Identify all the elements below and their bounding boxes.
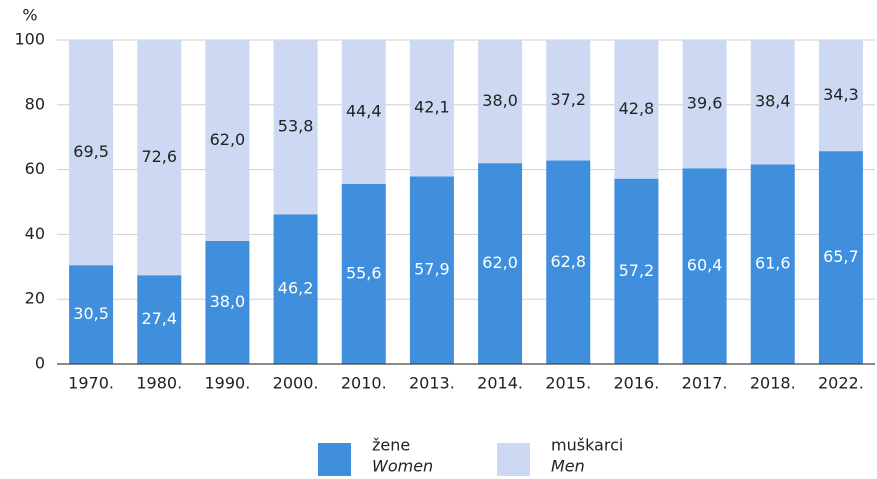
value-label: 65,7 (823, 247, 859, 266)
bar-segment (273, 40, 318, 215)
bar-segment (818, 151, 863, 364)
bar-segment (546, 40, 591, 161)
bar-segment (137, 275, 182, 364)
bar-segment (409, 40, 454, 177)
legend-sublabel: Men (551, 457, 585, 476)
bar-segment (69, 265, 114, 364)
bar-segment (341, 40, 386, 184)
value-label: 38,0 (210, 292, 246, 311)
bar-segment (818, 40, 863, 152)
value-label: 62,0 (210, 130, 246, 149)
y-tick-label: 20 (25, 289, 45, 308)
value-label: 38,0 (482, 91, 518, 110)
y-tick-label: 60 (25, 159, 45, 178)
value-label: 30,5 (73, 304, 109, 323)
bar-segment (137, 40, 182, 276)
value-label: 46,2 (278, 279, 314, 298)
legend-swatch (497, 443, 530, 476)
value-label: 62,0 (482, 253, 518, 272)
value-label: 38,4 (755, 92, 791, 111)
y-tick-label: 40 (25, 224, 45, 243)
bar-segment (682, 40, 727, 169)
x-tick-label: 2015. (545, 374, 591, 393)
x-tick-label: 2013. (409, 374, 455, 393)
value-label: 39,6 (687, 94, 723, 113)
value-label: 34,3 (823, 85, 859, 104)
x-tick-label: 1980. (136, 374, 182, 393)
y-tick-label: 80 (25, 94, 45, 113)
bar-segment (750, 164, 795, 364)
bar-segment (69, 40, 114, 266)
legend-swatch (318, 443, 351, 476)
bar-segment (682, 168, 727, 364)
bar-segment (614, 178, 659, 364)
bar-segment (205, 40, 250, 241)
x-tick-label: 1990. (205, 374, 251, 393)
value-label: 27,4 (141, 309, 177, 328)
legend-sublabel: Women (372, 457, 433, 476)
value-label: 69,5 (73, 142, 109, 161)
y-tick-label: 100 (14, 30, 45, 49)
x-tick-label: 2017. (682, 374, 728, 393)
value-label: 61,6 (755, 254, 791, 273)
x-tick-label: 2022. (818, 374, 864, 393)
bar-segment (614, 40, 659, 179)
bar-segment (273, 214, 318, 364)
x-tick-label: 2018. (750, 374, 796, 393)
value-label: 60,4 (687, 256, 723, 275)
bar-segment (750, 40, 795, 165)
bar-segment (546, 160, 591, 364)
y-tick-label: 0 (35, 354, 45, 373)
value-label: 57,9 (414, 260, 450, 279)
x-tick-label: 2014. (477, 374, 523, 393)
bar-segment (478, 163, 523, 364)
y-axis-label: % (22, 6, 37, 25)
x-tick-label: 2010. (341, 374, 387, 393)
legend-label: muškarci (551, 436, 623, 455)
value-label: 37,2 (550, 90, 586, 109)
bar-segment (205, 240, 250, 364)
value-label: 72,6 (141, 147, 177, 166)
bar-segment (478, 40, 523, 164)
legend-label: žene (372, 436, 410, 455)
value-label: 53,8 (278, 117, 314, 136)
x-tick-label: 1970. (68, 374, 114, 393)
bar-segment (341, 183, 386, 364)
value-label: 42,1 (414, 98, 450, 117)
value-label: 42,8 (619, 99, 655, 118)
x-tick-label: 2016. (614, 374, 660, 393)
bar-segment (409, 176, 454, 364)
value-label: 62,8 (550, 252, 586, 271)
value-label: 55,6 (346, 263, 382, 282)
value-label: 57,2 (619, 261, 655, 280)
x-tick-label: 2000. (273, 374, 319, 393)
value-label: 44,4 (346, 101, 382, 120)
